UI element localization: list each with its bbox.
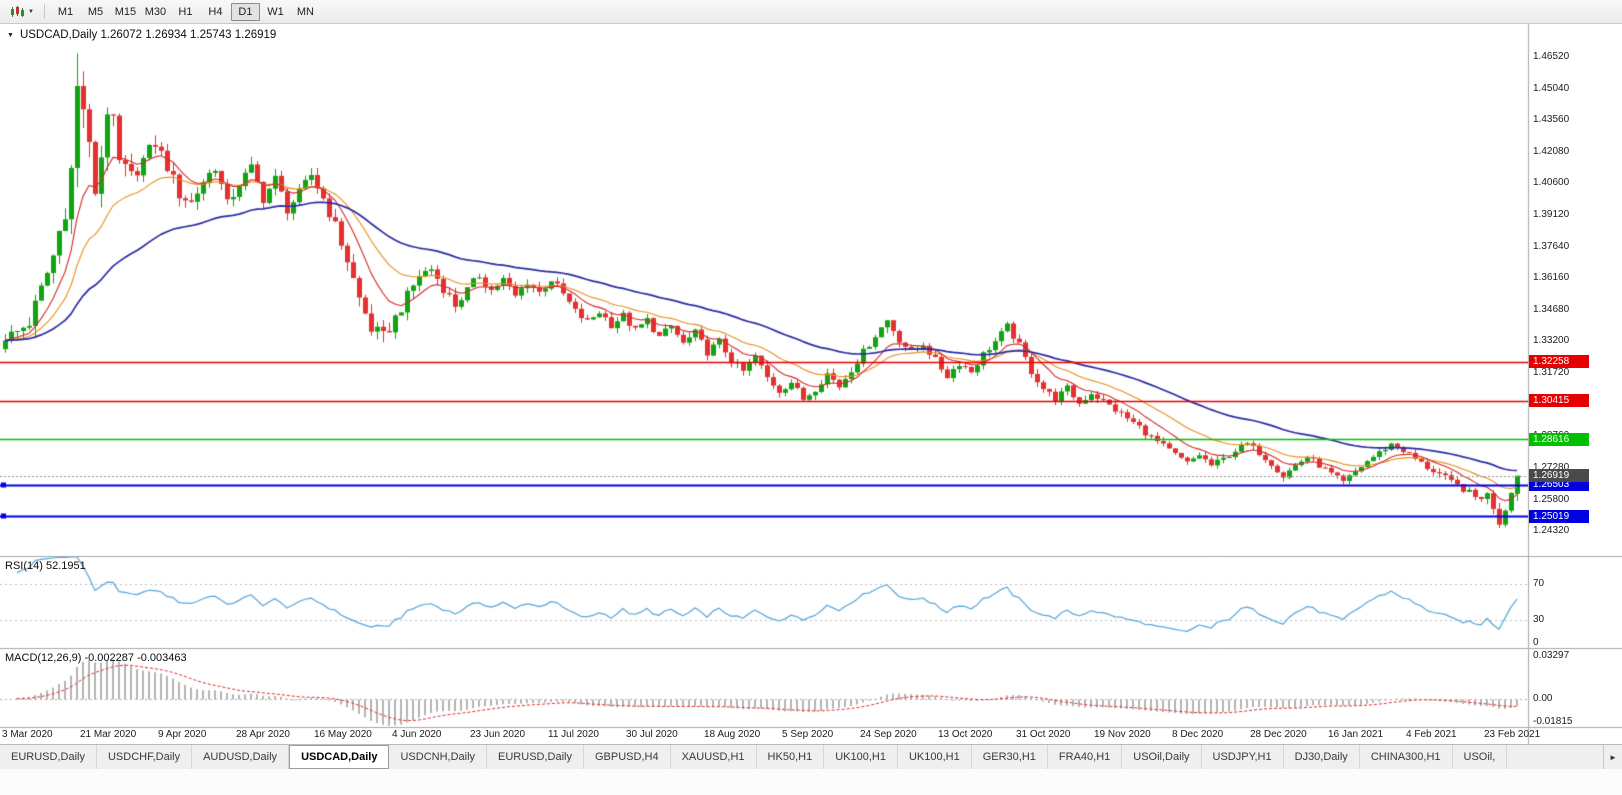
chart-tab-usdjpy-h1[interactable]: USDJPY,H1: [1201, 745, 1284, 769]
chart-tab-dj30-daily[interactable]: DJ30,Daily: [1283, 745, 1360, 769]
timeframe-button-d1[interactable]: D1: [230, 2, 260, 21]
timeframe-button-mn[interactable]: MN: [296, 5, 314, 18]
chart-tab-fra40-h1[interactable]: FRA40,H1: [1047, 745, 1123, 769]
chart-tab-usdcnh-daily[interactable]: USDCNH,Daily: [389, 745, 488, 769]
chart-tab-eurusd-daily[interactable]: EURUSD,Daily: [0, 745, 97, 769]
status-strip: [0, 769, 1622, 795]
chart-icon: [11, 5, 24, 17]
chart-tabbar: EURUSD,Daily USDCHF,Daily AUDUSD,Daily USDC…: [0, 744, 1622, 769]
chart-tab-usdcad-daily[interactable]: USDCAD,Daily: [289, 745, 390, 769]
chart-type-button[interactable]: ▼: [5, 3, 38, 21]
toolbar-separator: [43, 4, 45, 19]
chart-area: ▼ USDCAD,Daily 1.26072 1.26934 1.25743 1…: [0, 24, 1622, 744]
timeframe-button-m5[interactable]: M5: [87, 5, 104, 18]
chart-tab-audusd-daily[interactable]: AUDUSD,Daily: [192, 745, 290, 769]
chart-tab-usoil-daily[interactable]: USOil,Daily: [1122, 745, 1202, 769]
timeframe-button-m15[interactable]: M15: [114, 5, 137, 18]
chart-tab-uk100-h1[interactable]: UK100,H1: [897, 745, 972, 769]
timeframe-group: M1 M5 M15 M30 H1 H4 D1 W1 MN: [51, 2, 321, 21]
chart-tab-eurusd-daily[interactable]: EURUSD,Daily: [487, 745, 584, 769]
timeframe-button-h4[interactable]: H4: [208, 5, 223, 18]
price-chart-canvas[interactable]: [0, 24, 1622, 744]
chart-tab-hk50-h1[interactable]: HK50,H1: [756, 745, 825, 769]
timeframe-button-m30[interactable]: M30: [144, 5, 167, 18]
timeframe-button-m1[interactable]: M1: [57, 5, 74, 18]
chart-tab-ger30-h1[interactable]: GER30,H1: [971, 745, 1048, 769]
timeframe-button-w1[interactable]: W1: [267, 5, 284, 18]
chart-tab-uk100-h1[interactable]: UK100,H1: [824, 745, 898, 769]
chart-tab-xauusd-h1[interactable]: XAUUSD,H1: [670, 745, 757, 769]
timeframe-button-h1[interactable]: H1: [178, 5, 193, 18]
chart-tab-gbpusd-h4[interactable]: GBPUSD,H4: [584, 745, 671, 769]
chart-tab-usoil[interactable]: USOil,: [1452, 745, 1508, 769]
top-toolbar: ▼ M1 M5 M15 M30 H1 H4 D1 W1 MN: [0, 0, 1622, 24]
tab-scroll-right-button[interactable]: ►: [1603, 745, 1622, 769]
chart-tab-china300-h1[interactable]: CHINA300,H1: [1359, 745, 1453, 769]
chevron-down-icon: ▼: [28, 8, 34, 15]
chart-tab-usdchf-daily[interactable]: USDCHF,Daily: [96, 745, 193, 769]
